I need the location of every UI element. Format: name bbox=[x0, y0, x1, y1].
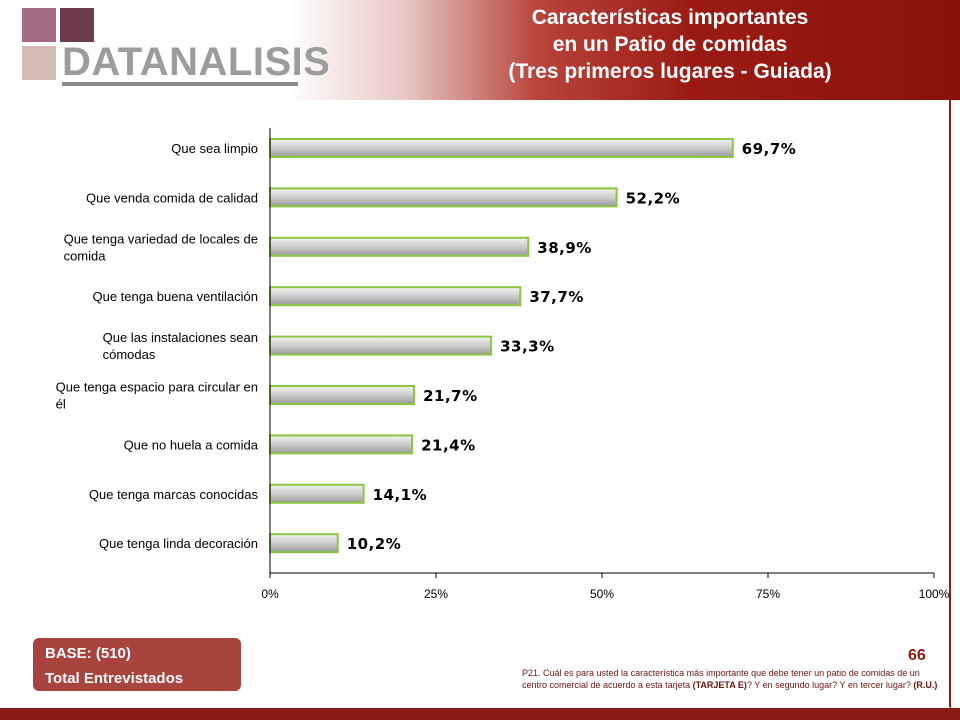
category-label-5-line-2: cómodas bbox=[103, 347, 156, 362]
bar-3 bbox=[269, 236, 530, 257]
category-label-9: Que tenga linda decoración bbox=[99, 536, 258, 551]
base-box: BASE: (510) Total Entrevistados bbox=[33, 638, 241, 691]
category-label-7: Que no huela a comida bbox=[124, 437, 259, 452]
value-label-1: 69,7% bbox=[742, 140, 797, 158]
value-label-9: 10,2% bbox=[347, 535, 402, 553]
footnote-bold-2: (R.U.) bbox=[913, 679, 938, 690]
value-label-5: 33,3% bbox=[500, 338, 555, 356]
bar-9 bbox=[269, 533, 339, 554]
bottom-bar bbox=[0, 708, 960, 720]
title-line-1: Características importantes bbox=[531, 6, 809, 29]
bar-1 bbox=[269, 138, 734, 158]
category-label-3-line-2: comida bbox=[64, 248, 107, 263]
logo-square-3 bbox=[22, 46, 56, 80]
x-tick-label-3: 50% bbox=[590, 587, 614, 601]
value-label-6: 21,7% bbox=[423, 387, 478, 405]
category-label-5-line-1: Que las instalaciones sean bbox=[103, 330, 258, 345]
bar-8 bbox=[269, 483, 365, 504]
category-label-1: Que sea limpio bbox=[171, 141, 258, 156]
category-label-6-line-2: él bbox=[56, 397, 66, 412]
category-label-8: Que tenga marcas conocidas bbox=[89, 487, 259, 502]
category-label-4: Que tenga buena ventilación bbox=[92, 289, 258, 304]
value-label-2: 52,2% bbox=[626, 189, 681, 207]
footnote-text: P21. Cuál es para usted la característic… bbox=[522, 668, 920, 690]
value-label-7: 21,4% bbox=[421, 436, 476, 454]
page-number: 66 bbox=[908, 647, 926, 664]
header-banner: DATANALISIS Características importantes … bbox=[0, 0, 960, 100]
x-tick-label-2: 25% bbox=[424, 587, 448, 601]
category-label-2: Que venda comida de calidad bbox=[86, 190, 258, 205]
logo-text: DATANALISIS bbox=[62, 40, 331, 84]
bar-4 bbox=[269, 286, 522, 307]
bar-2 bbox=[269, 187, 618, 208]
bar-chart: 69,7% Que sea limpio 52,2% Que venda comida… bbox=[56, 128, 950, 601]
logo-underline bbox=[62, 82, 298, 86]
x-tick-label-4: 75% bbox=[756, 587, 780, 601]
title-line-2: en un Patio de comidas bbox=[552, 33, 788, 56]
footnote-text-2: ? Y en segundo lugar? Y en tercer lugar? bbox=[746, 679, 914, 690]
bar-6 bbox=[269, 385, 416, 405]
bar-5 bbox=[269, 335, 493, 356]
right-border-line bbox=[949, 100, 951, 708]
base-line-2: Total Entrevistados bbox=[45, 670, 184, 687]
category-label-6-line-1: Que tenga espacio para circular en bbox=[56, 380, 258, 395]
base-line-1: BASE: (510) bbox=[45, 645, 131, 662]
page-title: Características importantes en un Patio … bbox=[470, 4, 870, 85]
x-tick-label-5: 100% bbox=[919, 587, 950, 601]
x-tick-label-1: 0% bbox=[261, 587, 279, 601]
title-line-3: (Tres primeros lugares - Guiada) bbox=[508, 60, 832, 83]
value-label-3: 38,9% bbox=[537, 239, 592, 257]
bar-7 bbox=[269, 434, 414, 455]
value-label-8: 14,1% bbox=[373, 486, 428, 504]
value-label-4: 37,7% bbox=[529, 288, 584, 306]
category-label-3-line-1: Que tenga variedad de locales de bbox=[64, 231, 258, 246]
footnote: P21. Cuál es para usted la característic… bbox=[522, 668, 940, 691]
footnote-bold-1: (TARJETA E) bbox=[692, 679, 747, 690]
logo-square-1 bbox=[22, 8, 56, 42]
logo-square-2 bbox=[60, 8, 94, 42]
